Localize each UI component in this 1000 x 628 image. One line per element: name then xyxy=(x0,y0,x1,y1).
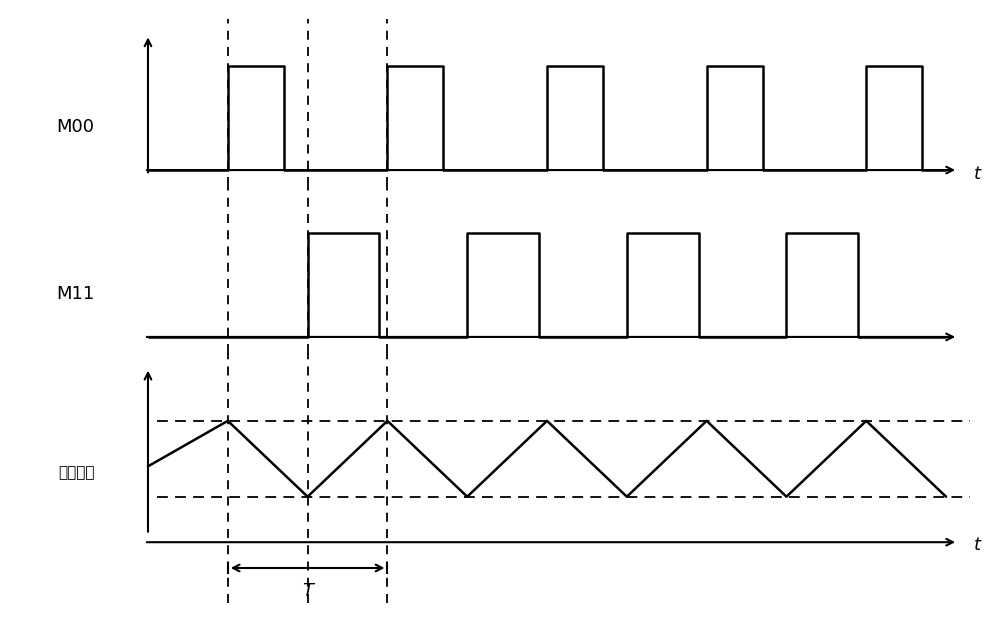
Text: t: t xyxy=(974,536,981,555)
Text: M00: M00 xyxy=(56,118,94,136)
Text: t: t xyxy=(974,165,981,183)
Text: 电感电流: 电感电流 xyxy=(58,465,94,480)
Text: T: T xyxy=(302,582,313,600)
Text: M11: M11 xyxy=(56,285,94,303)
